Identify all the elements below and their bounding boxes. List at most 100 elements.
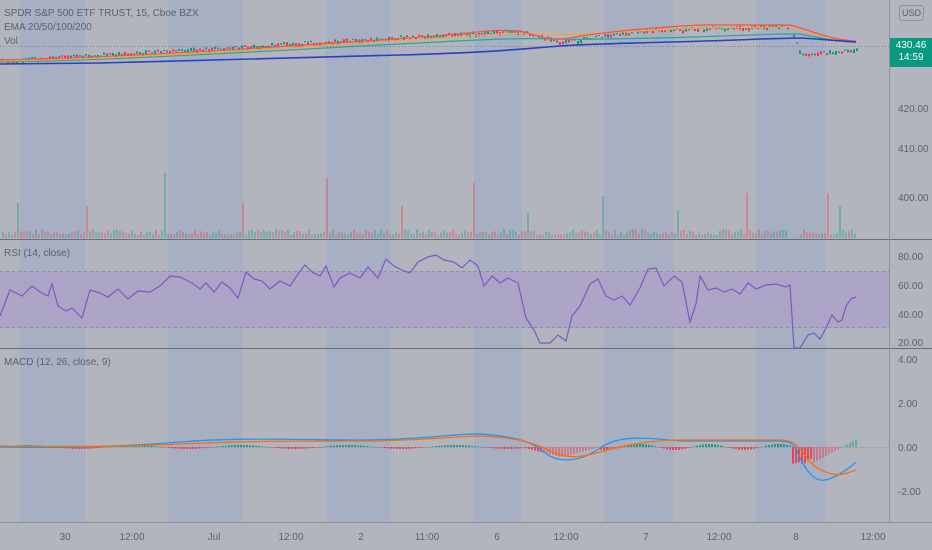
volume-legend[interactable]: Vol <box>4 36 18 47</box>
macd-histogram-bar <box>807 447 809 461</box>
volume-bar <box>671 231 673 238</box>
candle <box>442 34 444 38</box>
volume-bar <box>206 232 208 238</box>
candle <box>766 27 768 31</box>
time-tick-label: 7 <box>643 532 649 543</box>
volume-bar <box>524 231 526 238</box>
macd-histogram-bar <box>429 446 431 448</box>
macd-histogram-bar <box>480 446 482 448</box>
volume-bar <box>845 232 847 238</box>
macd-histogram-bar <box>237 445 239 447</box>
candle <box>748 27 750 32</box>
macd-histogram-bar <box>228 445 230 447</box>
ema-legend[interactable]: EMA 20/50/100/200 <box>4 22 92 33</box>
candle <box>457 33 459 37</box>
volume-bar <box>356 232 358 238</box>
macd-histogram-bar <box>492 447 494 449</box>
volume-bar <box>761 233 763 238</box>
volume-bar <box>83 232 85 238</box>
ema-200-line <box>0 37 857 65</box>
volume-bar <box>38 234 40 238</box>
time-tick-label: 12:00 <box>860 532 885 543</box>
volume-bar <box>653 231 655 238</box>
macd-histogram-bar <box>525 447 527 449</box>
volume-bar <box>518 234 520 238</box>
volume-bar <box>458 234 460 238</box>
candle <box>109 53 111 55</box>
candle <box>103 52 105 55</box>
macd-histogram-bar <box>435 446 437 447</box>
candle <box>814 53 816 56</box>
symbol-legend[interactable]: SPDR S&P 500 ETF TRUST, 15, Cboe BZX <box>4 8 199 19</box>
volume-bar <box>242 203 244 238</box>
currency-button[interactable]: USD <box>899 5 924 21</box>
candle <box>184 50 186 52</box>
volume-bar <box>734 231 736 238</box>
volume-bar <box>179 229 181 238</box>
rsi-tick-label: 60.00 <box>898 281 923 292</box>
ema-20-line <box>0 24 857 61</box>
macd-histogram-bar <box>195 447 197 449</box>
time-axis[interactable] <box>0 523 932 550</box>
candle <box>88 54 90 59</box>
volume-bar <box>77 230 79 238</box>
macd-histogram-bar <box>297 447 299 449</box>
macd-histogram-bar <box>771 444 773 447</box>
macd-histogram-bar <box>219 446 221 447</box>
candle <box>721 27 723 30</box>
candle <box>568 39 570 43</box>
rsi-legend[interactable]: RSI (14, close) <box>4 248 71 259</box>
macd-histogram-bar <box>786 444 788 447</box>
volume-bar <box>233 234 235 238</box>
macd-histogram-bar <box>708 444 710 447</box>
candle <box>487 31 489 35</box>
macd-histogram-bar <box>366 446 368 447</box>
macd-histogram-bar <box>321 446 323 448</box>
volume-bar <box>8 232 10 238</box>
candle <box>622 31 624 35</box>
macd-legend[interactable]: MACD (12, 26, close, 9) <box>4 357 111 368</box>
macd-histogram-bar <box>69 447 71 449</box>
time-tick-label: Jul <box>208 532 221 543</box>
macd-histogram-bar <box>816 447 818 461</box>
candle <box>295 43 297 47</box>
macd-histogram-bar <box>441 445 443 447</box>
macd-histogram-bar <box>498 447 500 449</box>
macd-histogram-bar <box>180 447 182 449</box>
volume-bar <box>164 173 166 238</box>
volume-bar <box>35 229 37 238</box>
volume-bar <box>161 230 163 238</box>
macd-tick-label: -2.00 <box>898 487 921 498</box>
volume-bar <box>92 229 94 238</box>
time-tick-label: 30 <box>59 532 71 543</box>
macd-histogram-bar <box>741 447 743 450</box>
macd-histogram-bar <box>312 447 314 448</box>
candle <box>163 49 165 52</box>
candle <box>286 42 288 46</box>
candle <box>193 47 195 52</box>
macd-histogram-bar <box>846 444 848 447</box>
last-price-value: 430.46 <box>895 40 927 51</box>
volume-bar <box>374 230 376 238</box>
macd-histogram-bar <box>153 446 155 447</box>
candle <box>775 24 777 28</box>
macd-histogram-bar <box>174 447 176 449</box>
macd-histogram-bar <box>408 447 410 449</box>
candle <box>481 33 483 36</box>
volume-bar <box>173 234 175 238</box>
volume-bar <box>71 232 73 238</box>
macd-histogram-bar <box>213 447 215 448</box>
session-band <box>604 0 674 522</box>
macd-histogram-bar <box>576 447 578 453</box>
volume-bar <box>359 232 361 238</box>
macd-histogram-bar <box>234 445 236 447</box>
candle <box>694 28 696 31</box>
macd-histogram-bar <box>633 444 635 447</box>
macd-histogram-bar <box>288 447 290 449</box>
macd-histogram-bar <box>678 447 680 450</box>
volume-bar <box>614 230 616 238</box>
volume-bar <box>5 234 7 238</box>
volume-bar <box>185 233 187 238</box>
macd-histogram-bar <box>588 447 590 450</box>
